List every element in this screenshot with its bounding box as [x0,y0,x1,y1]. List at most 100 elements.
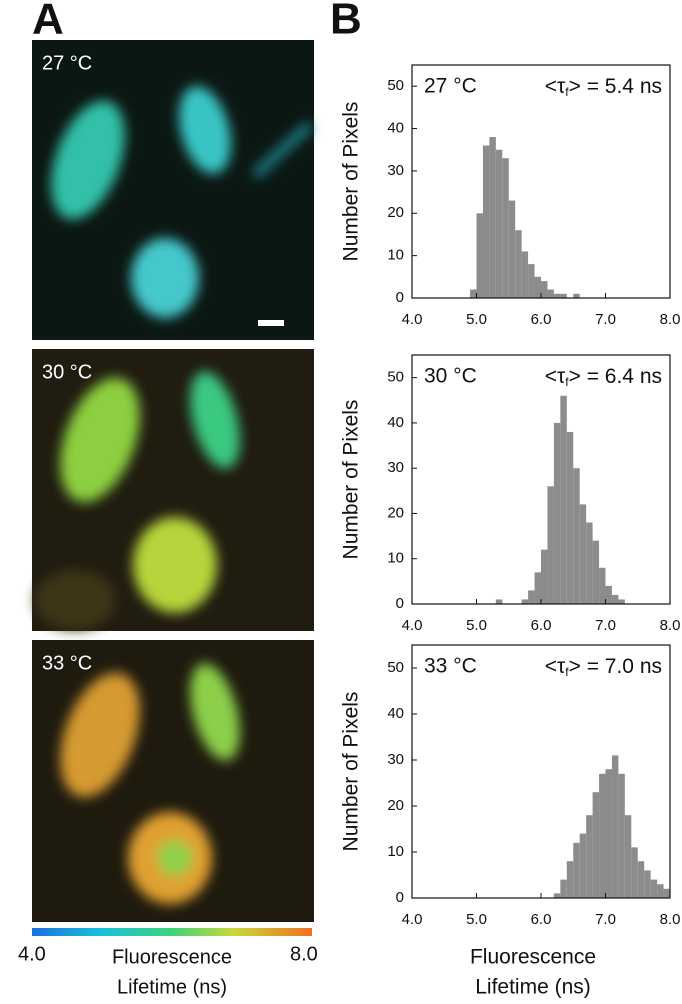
annotation-part: > = 7.0 ns [569,655,662,678]
y-tick-label: 50 [387,369,404,386]
bar [528,590,535,604]
x-tick-label: 5.0 [466,911,487,928]
annotation: <τf> = 7.0 ns [545,655,662,680]
chart-title: 27 °C [424,75,477,98]
bar [547,486,554,604]
annotation-part: > = 5.4 ns [569,75,662,98]
bar [618,599,625,604]
annotation-part: <τ [545,365,566,388]
bar [541,281,548,298]
colorbar [32,928,312,936]
bar [502,158,509,298]
image-label: 30 °C [42,361,92,383]
bar [566,861,574,898]
bar [534,572,541,604]
bar [566,431,574,604]
bar [624,815,632,898]
image-label: 33 °C [42,652,92,674]
annotation-sub: f [565,375,569,389]
bar [495,149,503,298]
plot-frame [411,64,671,299]
bar [482,145,490,298]
bar [605,769,612,898]
y-tick-label: 0 [396,289,404,306]
colorbar-label: Lifetime (ns) [117,976,227,998]
micrograph [32,349,314,631]
bar [521,251,529,298]
x-tick-label: 8.0 [660,617,681,634]
image-label: 27 °C [42,52,92,74]
bar [592,792,600,898]
x-tick-label: 7.0 [595,911,616,928]
bar [521,599,529,604]
x-tick-label: 7.0 [595,617,616,634]
bar [579,504,587,604]
bar [553,422,561,604]
y-axis-label: Number of Pixels [340,102,363,262]
bar [560,395,567,604]
bar [560,879,567,898]
bar [657,884,664,898]
micrograph [32,40,314,340]
bar [586,815,593,898]
bar [515,230,522,298]
bar [528,264,535,298]
bar [534,276,541,298]
bar [599,567,606,604]
bar [605,585,612,604]
y-tick-label: 10 [387,843,404,860]
x-tick-label: 4.0 [402,911,423,928]
bar [495,599,503,604]
colorbar-label: Fluorescence [112,946,232,968]
bar [644,870,651,898]
x-tick-label: 6.0 [531,311,552,328]
annotation-sub: f [565,665,569,679]
bar [541,549,548,604]
annotation-part: <τ [545,75,566,98]
chart-title: 33 °C [424,655,477,678]
colorbar-max: 8.0 [290,943,318,965]
bar [592,540,600,604]
x-tick-label: 6.0 [531,617,552,634]
bar [470,289,477,298]
x-axis-label: Fluorescence [470,946,596,969]
y-tick-label: 0 [396,889,404,906]
y-tick-label: 40 [387,705,404,722]
bar [611,755,619,898]
x-tick-label: 5.0 [466,617,487,634]
annotation-part: <τ [545,655,566,678]
y-tick-label: 30 [387,162,404,179]
bar [573,842,580,898]
bar [631,847,638,898]
x-tick-label: 8.0 [660,311,681,328]
y-tick-label: 30 [387,751,404,768]
annotation: <τf> = 6.4 ns [545,365,662,390]
bar [573,468,580,604]
y-tick-label: 40 [387,414,404,431]
y-axis-label: Number of Pixels [340,692,363,852]
bar [476,213,483,298]
y-tick-label: 40 [387,120,404,137]
y-tick-label: 10 [387,550,404,567]
y-tick-label: 20 [387,797,404,814]
bar [579,833,587,898]
y-axis-label: Number of Pixels [340,400,363,560]
bar [637,861,645,898]
annotation-part: > = 6.4 ns [569,365,662,388]
bar [547,289,554,298]
micrograph [32,640,314,922]
bar [599,773,606,898]
y-tick-label: 20 [387,504,404,521]
bar [618,773,625,898]
y-tick-label: 50 [387,659,404,676]
chart-title: 30 °C [424,365,477,388]
x-tick-label: 8.0 [660,911,681,928]
y-tick-label: 20 [387,204,404,221]
y-tick-label: 0 [396,595,404,612]
bar [586,522,593,604]
bar [508,200,516,298]
panel-letter: B [330,0,362,44]
panel-letter: A [32,0,64,44]
x-tick-label: 7.0 [595,311,616,328]
